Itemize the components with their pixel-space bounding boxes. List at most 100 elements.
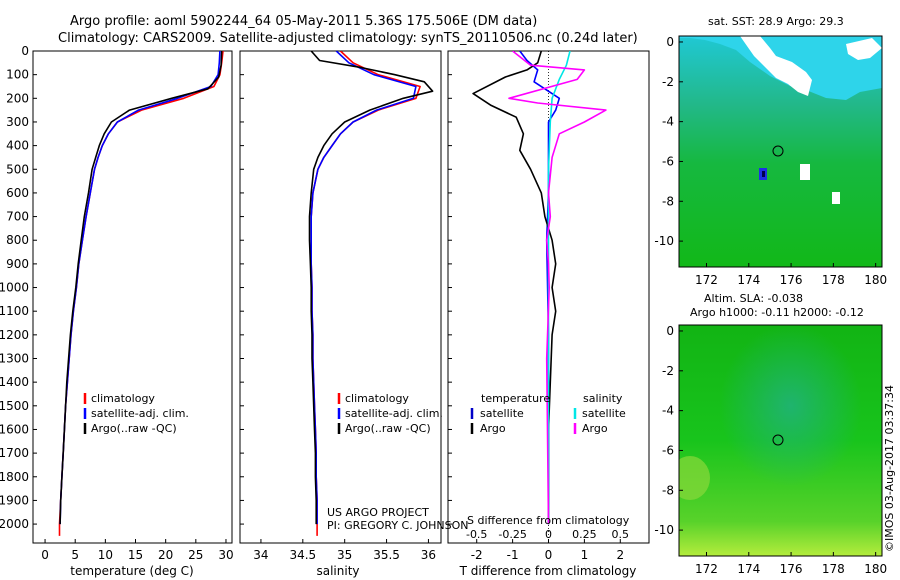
sst-map-lon-tick-label: 172 xyxy=(695,273,718,287)
salinity-series xyxy=(308,51,434,536)
legend-t-argo-label: Argo xyxy=(480,422,506,435)
depth-tick-label: 1700 xyxy=(0,446,29,460)
depth-tick-label: 500 xyxy=(6,162,29,176)
s-difference-x-axis: -0.5 -0.25 0 0.25 0.5 xyxy=(466,528,629,541)
sla-map-lon-tick-label: 176 xyxy=(780,562,803,576)
temperature-tick-label: 30 xyxy=(218,548,233,562)
temperature-tick-label: 15 xyxy=(128,548,143,562)
salinity-x-axis: 34 34.5 35 35.5 36 xyxy=(253,539,436,562)
t-difference-x-axis: -2 -1 0 1 2 xyxy=(471,539,624,562)
sst-map-lat-tick-label: -4 xyxy=(662,115,674,129)
sst-map-title: sat. SST: 28.9 Argo: 29.3 xyxy=(708,15,844,28)
depth-tick-label: 0 xyxy=(21,44,29,58)
sla-map-lon-tick-label: 178 xyxy=(822,562,845,576)
temperature-tick-label: 5 xyxy=(71,548,79,562)
t-difference-tick-label: -1 xyxy=(507,548,519,562)
temperature-tick-label: 0 xyxy=(41,548,49,562)
pi-annotation: PI: GREGORY C. JOHNSON xyxy=(327,519,468,532)
difference-series-salinity-argo xyxy=(508,51,607,525)
salinity-series-argo-raw-qc xyxy=(308,51,434,525)
temperature-series xyxy=(58,51,224,536)
depth-tick-label: 900 xyxy=(6,257,29,271)
depth-tick-label: 1300 xyxy=(0,352,29,366)
cloud-mask-4 xyxy=(832,192,840,204)
legend-t-satellite-label: satellite xyxy=(480,407,524,420)
depth-tick-label: 1100 xyxy=(0,304,29,318)
difference-series-salinity-satellite xyxy=(547,51,571,525)
salinity-tick-label: 35.5 xyxy=(373,548,400,562)
sla-map-lat-tick-label: -8 xyxy=(662,483,674,497)
depth-tick-label: 100 xyxy=(6,68,29,82)
depth-tick-label: 300 xyxy=(6,115,29,129)
salinity-tick-label: 34.5 xyxy=(289,548,316,562)
sla-map-panel: Altim. SLA: -0.038 Argo h1000: -0.11 h20… xyxy=(654,292,887,576)
cloud-mask-3 xyxy=(800,164,810,180)
temperature-tick-label: 20 xyxy=(158,548,173,562)
sst-map-axes: 172 174 176 178 180 0 -2 -4 -6 -8 -10 xyxy=(654,35,887,287)
depth-tick-label: 1000 xyxy=(0,281,29,295)
salinity-tick-label: 34 xyxy=(253,548,268,562)
s-difference-tick-label: 0.25 xyxy=(572,528,597,541)
legend-temperature-title: temperature xyxy=(481,392,550,405)
difference-series xyxy=(472,51,607,525)
difference-panel: -2 -1 0 1 2 -0.5 -0.25 0 0.25 0.5 S difference f… xyxy=(447,50,650,578)
difference-series-temperature-satellite xyxy=(519,51,561,525)
sst-anomaly-core xyxy=(762,171,765,177)
sst-map-lat-tick-label: -8 xyxy=(662,194,674,208)
figure-title-line2: Climatology: CARS2009. Satellite-adjuste… xyxy=(58,31,638,46)
profile-location-marker xyxy=(772,434,784,446)
profile-location-marker xyxy=(772,145,784,157)
temperature-series-satellite-adj-clim xyxy=(59,51,221,525)
depth-tick-label: 1900 xyxy=(0,493,29,507)
difference-legend-temperature: temperature satellite Argo xyxy=(470,392,550,435)
salinity-tick-label: 35 xyxy=(337,548,352,562)
sst-map-lon-tick-label: 180 xyxy=(864,273,887,287)
salinity-series-climatology xyxy=(310,51,421,536)
difference-depth-ticks xyxy=(448,50,452,525)
legend-s-satellite-label: satellite xyxy=(582,407,626,420)
t-difference-tick-label: 0 xyxy=(545,548,553,562)
depth-tick-label: 1600 xyxy=(0,422,29,436)
s-difference-tick-label: 0 xyxy=(545,528,552,541)
temperature-x-axis: 0 5 10 15 20 25 30 xyxy=(41,539,234,562)
temperature-plot-frame xyxy=(32,50,233,544)
t-difference-tick-label: -2 xyxy=(471,548,483,562)
difference-legend-salinity: salinity satellite Argo xyxy=(573,392,626,435)
sla-map-lat-tick-label: -2 xyxy=(662,364,674,378)
figure-title-line1: Argo profile: aoml 5902244_64 05-May-201… xyxy=(70,14,537,29)
depth-tick-label: 600 xyxy=(6,186,29,200)
salinity-series-satellite-adj-clim xyxy=(310,51,417,525)
depth-tick-label: 700 xyxy=(6,210,29,224)
depth-tick-label: 1800 xyxy=(0,470,29,484)
sst-map-lon-tick-label: 178 xyxy=(822,273,845,287)
sla-map-lon-tick-label: 174 xyxy=(737,562,760,576)
sla-map-lat-tick-label: -6 xyxy=(662,443,674,457)
temperature-panel: 0100200300400500600700800900100011001200… xyxy=(0,44,234,578)
sla-depression xyxy=(679,325,882,556)
t-difference-label: T difference from climatology xyxy=(459,564,637,578)
t-difference-tick-label: 1 xyxy=(581,548,589,562)
sla-map-lon-tick-label: 172 xyxy=(695,562,718,576)
legend-satellite-label: satellite-adj. clim. xyxy=(91,407,189,420)
temperature-legend: climatology satellite-adj. clim. Argo(..… xyxy=(83,392,189,435)
depth-tick-label: 1200 xyxy=(0,328,29,342)
legend-climatology-label: climatology xyxy=(345,392,409,405)
sla-map-axes: 172 174 176 178 180 0 -2 -4 -6 -8 -10 xyxy=(654,324,887,576)
legend-s-argo-label: Argo xyxy=(582,422,608,435)
sla-map-title: Altim. SLA: -0.038 xyxy=(704,292,803,305)
sla-high-west xyxy=(679,456,710,500)
legend-climatology-label: climatology xyxy=(91,392,155,405)
difference-series-temperature-argo xyxy=(472,51,557,525)
imos-credit: ©IMOS 03-Aug-2017 03:37:34 xyxy=(883,385,896,552)
depth-tick-label: 1400 xyxy=(0,375,29,389)
cloud-mask-1 xyxy=(740,36,812,96)
legend-argo-label: Argo(..raw -QC) xyxy=(345,422,431,435)
legend-argo-label: Argo(..raw -QC) xyxy=(91,422,177,435)
sst-map-lon-tick-label: 176 xyxy=(780,273,803,287)
depth-axis: 0 100 200 300 400 500 600 700 800 900 1000 1100 1200… xyxy=(0,44,37,531)
sst-map-lat-tick-label: -10 xyxy=(654,234,674,248)
sla-map-lat-tick-label: -10 xyxy=(654,523,674,537)
depth-tick-label: 800 xyxy=(6,233,29,247)
depth-tick-label: 200 xyxy=(6,91,29,105)
